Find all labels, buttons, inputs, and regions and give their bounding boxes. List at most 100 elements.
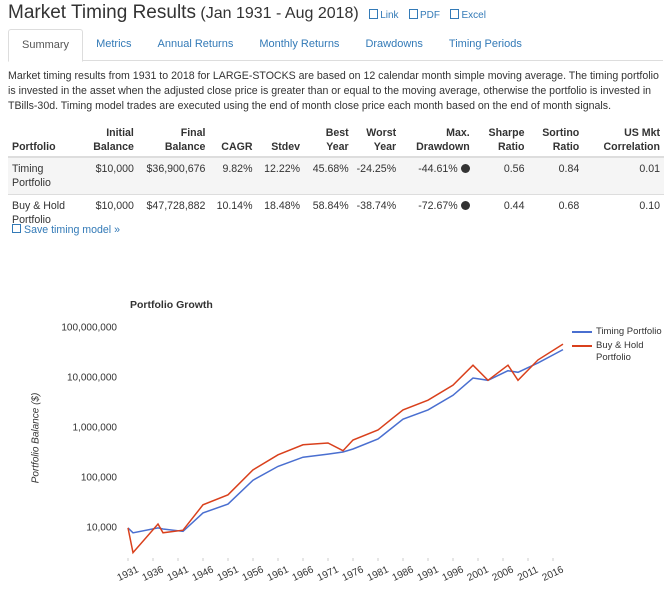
- tab[interactable]: Summary: [8, 29, 84, 62]
- table-cell: 45.68%: [304, 156, 353, 195]
- legend-item: Timing Portfolio: [572, 326, 670, 338]
- table-cell: $47,728,882: [137, 194, 210, 231]
- cell-text: 58.84%: [312, 200, 349, 212]
- legend-swatch: [572, 331, 592, 333]
- legend-swatch: [572, 345, 592, 347]
- link[interactable]: Link: [369, 10, 398, 21]
- table-cell: 10.14%: [209, 194, 257, 231]
- x-tick-label: 1956: [241, 564, 266, 584]
- tab[interactable]: Monthly Returns: [259, 38, 340, 50]
- table-row: Buy & Hold Portfolio $10,000 $47,728,882 10…: [8, 194, 664, 231]
- column-header: Max. Drawdown: [400, 124, 474, 158]
- table-cell: -44.61%: [400, 156, 474, 195]
- column-header: Portfolio: [8, 124, 86, 158]
- cell-text: $36,900,676: [146, 163, 206, 175]
- column-header: Initial Balance: [85, 124, 138, 158]
- cell-text: 0.84: [558, 163, 580, 175]
- tab[interactable]: Drawdowns: [365, 38, 423, 50]
- x-tick-label: 1941: [166, 564, 191, 584]
- x-tick-label: 1976: [341, 564, 366, 584]
- save-link[interactable]: Save timing model »: [12, 224, 120, 236]
- legend: Timing Portfolio Buy & Hold Portfolio: [572, 326, 670, 366]
- table-cell: 12.22%: [256, 156, 305, 195]
- x-tick-label: 1946: [191, 564, 216, 584]
- cell-text: 0.10: [639, 200, 660, 212]
- x-tick-label: 1991: [416, 564, 441, 584]
- series-line: [127, 348, 564, 534]
- y-axis-label: Portfolio Balance ($): [31, 393, 42, 484]
- cell-text: 0.01: [639, 163, 660, 175]
- column-header: Stdev: [256, 124, 305, 158]
- table-cell: 9.82%: [209, 156, 257, 195]
- page-subtitle: (Jan 1931 - Aug 2018): [200, 5, 359, 22]
- chart: Portfolio Growth Portfolio Balance ($) 1…: [31, 299, 566, 584]
- table-cell: 0.56: [473, 156, 529, 195]
- x-tick-label: 1996: [441, 564, 466, 584]
- cell-text: -38.74%: [356, 200, 397, 212]
- x-tick-label: 1936: [141, 564, 166, 584]
- column-header: Final Balance: [137, 124, 210, 158]
- tab[interactable]: Metrics: [96, 38, 132, 50]
- header: Market Timing Results (Jan 1931 - Aug 20…: [8, 2, 486, 24]
- y-tick-label: 1,000,000: [73, 423, 118, 434]
- cell-text: $47,728,882: [146, 200, 206, 212]
- series-line: [127, 343, 564, 555]
- x-tick-label: 2006: [491, 564, 516, 584]
- cell-text: -24.25%: [356, 163, 397, 175]
- tab[interactable]: Timing Periods: [448, 38, 522, 50]
- cell-text: 0.44: [503, 200, 525, 212]
- cell-text: Timing Portfolio: [12, 163, 51, 189]
- x-tick-label: 1951: [216, 564, 241, 584]
- cell-text: 12.22%: [264, 163, 301, 175]
- table-row: Timing Portfolio $10,000 $36,900,676 9.82% 1…: [8, 156, 664, 195]
- legend-label: Timing Portfolio: [596, 326, 662, 337]
- table-cell: Timing Portfolio: [8, 156, 86, 195]
- cell-text: 18.48%: [264, 200, 301, 212]
- column-header: Sharpe Ratio: [473, 124, 529, 158]
- excel-link[interactable]: Excel: [450, 10, 485, 21]
- cell-text: Buy & Hold Portfolio: [12, 200, 65, 226]
- tab-bar: Summary Metrics Annual Returns Monthly Retu…: [8, 29, 663, 62]
- x-tick-label: 1961: [266, 564, 291, 584]
- cell-text: 0.56: [503, 163, 525, 175]
- table-cell: -24.25%: [352, 156, 401, 195]
- x-tick-label: 2016: [541, 564, 566, 584]
- cell-text: 0.68: [558, 200, 580, 212]
- cell-text: $10,000: [95, 163, 134, 175]
- table-cell: 18.48%: [256, 194, 305, 231]
- x-tick-label: 1931: [116, 564, 141, 584]
- table-cell: -38.74%: [352, 194, 401, 231]
- table-cell: 0.84: [528, 156, 584, 195]
- cell-text: -44.61%: [418, 163, 458, 175]
- table-cell: 0.01: [583, 156, 664, 195]
- table-cell: 58.84%: [304, 194, 353, 231]
- tab[interactable]: Annual Returns: [157, 38, 234, 50]
- column-header: US Mkt Correlation: [583, 124, 664, 158]
- legend-item: Buy & Hold Portfolio: [572, 340, 670, 364]
- table-cell: 0.10: [583, 194, 664, 231]
- table-cell: 0.44: [473, 194, 529, 231]
- table-cell: $10,000: [85, 156, 138, 195]
- x-tick-label: 1986: [391, 564, 416, 584]
- x-tick-label: 1971: [316, 564, 341, 584]
- cell-text: -72.67%: [418, 200, 458, 212]
- cell-text: 10.14%: [216, 200, 253, 212]
- table-cell: $36,900,676: [137, 156, 210, 195]
- x-tick-label: 1981: [366, 564, 391, 584]
- x-tick-label: 1966: [291, 564, 316, 584]
- cell-text: 45.68%: [312, 163, 349, 175]
- info-icon[interactable]: [460, 201, 470, 210]
- x-tick-label: 2001: [466, 564, 491, 584]
- info-icon[interactable]: [460, 164, 470, 173]
- table-cell: -72.67%: [400, 194, 474, 231]
- legend-label: Buy & Hold Portfolio: [596, 340, 644, 363]
- y-tick-label: 100,000,000: [61, 323, 117, 334]
- column-header: CAGR: [209, 124, 257, 158]
- column-header: Best Year: [304, 124, 353, 158]
- pdf-link[interactable]: PDF: [409, 10, 440, 21]
- chart-title: Portfolio Growth: [130, 299, 213, 311]
- description: Market timing results from 1931 to 2018 …: [8, 70, 659, 112]
- table-cell: 0.68: [528, 194, 584, 231]
- column-header: Worst Year: [352, 124, 401, 158]
